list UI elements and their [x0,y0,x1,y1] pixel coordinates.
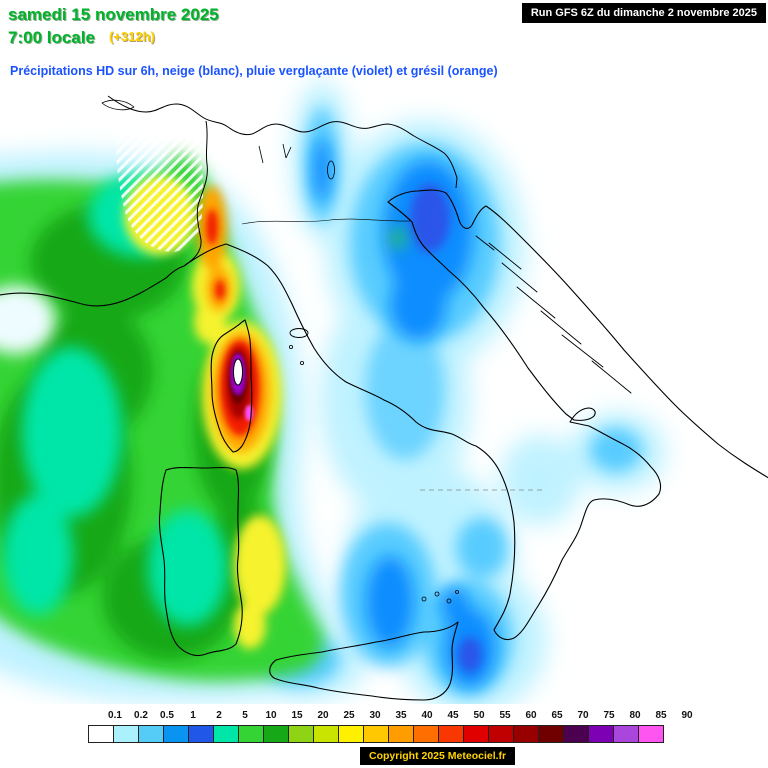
legend-swatch [338,725,364,743]
precipitation-legend: 0.1 0.2 0.5 1 2 5 10 15 20 25 30 35 40 45 50 55 60 65 70 75… [88,708,709,743]
legend-value: 85 [655,710,667,721]
map-subtitle: Précipitations HD sur 6h, neige (blanc),… [10,64,498,78]
legend-value: 10 [265,710,277,721]
forecast-offset: (+312h) [108,29,155,44]
legend-value: 80 [629,710,641,721]
legend-value: 5 [242,710,248,721]
model-run-info: Run GFS 6Z du dimanche 2 novembre 2025 [521,3,766,23]
forecast-time-label: 7:00 locale [8,28,95,47]
legend-value: 75 [603,710,615,721]
legend-value: 15 [291,710,303,721]
legend-swatch [88,725,114,743]
legend-value: 35 [395,710,407,721]
snow-hatch-area [116,114,204,253]
legend-value: 0.1 [108,710,122,721]
legend-swatches [88,725,709,743]
legend-value: 20 [317,710,329,721]
legend-swatch [638,725,664,743]
legend-swatch [488,725,514,743]
precip-layer-deepblue [410,184,482,673]
legend-value: 1 [190,710,196,721]
legend-values: 0.1 0.2 0.5 1 2 5 10 15 20 25 30 35 40 45 50 55 60 65 70 75… [102,708,709,724]
legend-value: 25 [343,710,355,721]
legend-value: 40 [421,710,433,721]
precip-hole [0,286,55,354]
legend-value: 65 [551,710,563,721]
legend-swatch [163,725,189,743]
legend-swatch [563,725,589,743]
legend-swatch [188,725,214,743]
country-borders [101,95,458,266]
snow-core [233,358,243,386]
legend-swatch [288,725,314,743]
legend-swatch [138,725,164,743]
legend-swatch [613,725,639,743]
forecast-time: 7:00 locale (+312h) [8,28,155,48]
legend-swatch [513,725,539,743]
legend-swatch [213,725,239,743]
legend-value: 0.5 [160,710,174,721]
legend-swatch [313,725,339,743]
legend-swatch [463,725,489,743]
legend-value: 30 [369,710,381,721]
legend-value: 70 [577,710,589,721]
legend-value: 2 [216,710,222,721]
legend-value: 45 [447,710,459,721]
legend-swatch [438,725,464,743]
forecast-date: samedi 15 novembre 2025 [8,5,219,24]
coastlines [0,189,768,701]
legend-swatch [263,725,289,743]
legend-swatch [363,725,389,743]
legend-swatch [413,725,439,743]
legend-value: 55 [499,710,511,721]
legend-swatch [113,725,139,743]
legend-swatch [538,725,564,743]
legend-swatch [588,725,614,743]
copyright-label: Copyright 2025 Meteociel.fr [360,747,516,765]
legend-swatch [388,725,414,743]
legend-value: 60 [525,710,537,721]
legend-value: 50 [473,710,485,721]
legend-value: 0.2 [134,710,148,721]
legend-value: 90 [681,710,693,721]
legend-swatch [238,725,264,743]
